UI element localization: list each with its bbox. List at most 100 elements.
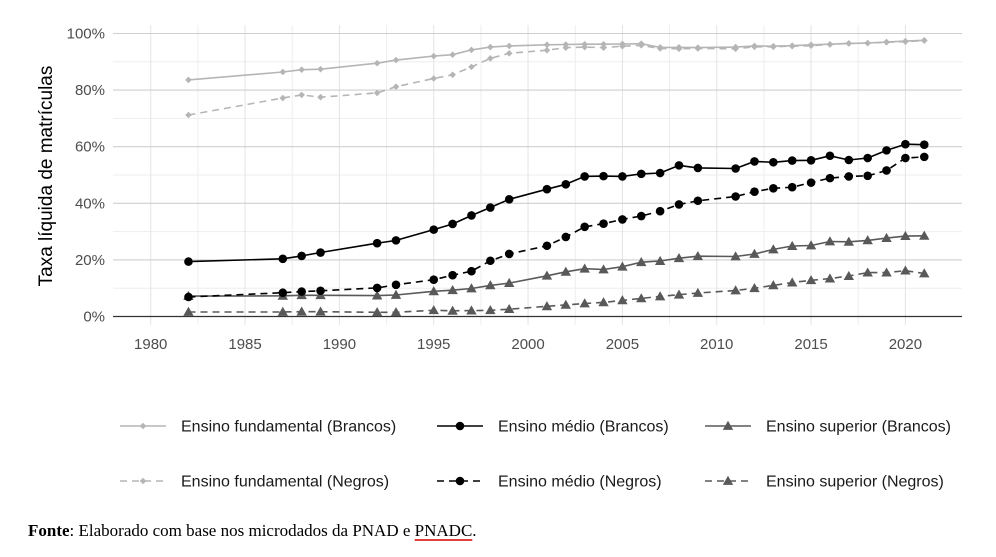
x-tick-label-2010: 2010: [700, 336, 733, 353]
data-point: [561, 232, 571, 242]
data-point: [919, 230, 930, 240]
series-line-3: [188, 39, 925, 116]
data-point: [504, 303, 515, 314]
data-point: [580, 172, 589, 181]
data-point: [429, 275, 439, 285]
data-point: [730, 251, 741, 261]
data-point: [391, 280, 401, 290]
data-point: [900, 265, 911, 275]
data-point: [185, 76, 192, 84]
data-point: [390, 307, 402, 317]
data-point: [599, 219, 608, 228]
data-point: [543, 41, 551, 49]
data-point: [466, 305, 477, 315]
data-point: [505, 50, 513, 57]
data-point: [279, 94, 287, 102]
data-point: [806, 155, 816, 165]
legend-label: Ensino médio (Brancos): [498, 419, 669, 436]
data-point: [919, 152, 929, 162]
data-point: [447, 305, 458, 315]
data-point: [883, 38, 890, 46]
legend-key-marker: [722, 420, 734, 430]
data-point: [468, 46, 475, 54]
data-point: [655, 206, 665, 216]
data-point: [428, 305, 439, 315]
data-point: [486, 256, 495, 266]
data-point: [845, 40, 853, 47]
legend-label: Ensino fundamental (Negros): [181, 474, 389, 491]
data-point: [297, 287, 306, 296]
y-tick-label-40: 40%: [75, 195, 105, 212]
data-point: [843, 236, 854, 246]
source-note: Fonte: Elaborado com base nos microdados…: [28, 521, 477, 541]
data-point: [731, 192, 740, 201]
data-point: [448, 270, 457, 280]
data-point: [881, 232, 892, 243]
data-point: [391, 236, 401, 245]
data-point: [731, 164, 740, 173]
data-point: [315, 306, 326, 316]
data-point: [656, 45, 664, 52]
data-point: [373, 89, 381, 97]
data-point: [673, 253, 685, 263]
data-point: [542, 184, 552, 194]
data-point: [184, 292, 193, 302]
data-point: [769, 184, 778, 193]
legend-label: Ensino médio (Negros): [498, 474, 662, 491]
data-point: [183, 306, 194, 316]
data-point: [750, 157, 759, 166]
data-point: [824, 236, 836, 246]
data-point: [372, 283, 382, 293]
data-point: [730, 285, 741, 295]
data-point: [636, 293, 647, 303]
legend-key-marker: [455, 421, 465, 431]
data-point: [693, 163, 703, 173]
data-point: [749, 283, 760, 293]
data-point: [805, 240, 817, 250]
data-point: [392, 56, 400, 64]
x-tick-label-1980: 1980: [134, 336, 167, 353]
data-point: [468, 63, 475, 71]
data-point: [825, 173, 835, 183]
x-tick-label-2020: 2020: [889, 336, 922, 353]
data-point: [674, 200, 684, 209]
x-tick-label-1990: 1990: [323, 336, 356, 353]
series-layer: [183, 36, 930, 317]
data-point: [447, 284, 458, 295]
data-point: [882, 166, 891, 175]
data-point: [617, 295, 628, 305]
legend-label: Ensino superior (Brancos): [766, 419, 951, 436]
legend-label: Ensino superior (Negros): [766, 474, 944, 491]
data-point: [787, 277, 798, 287]
data-point: [864, 39, 871, 47]
y-tick-label-20: 20%: [75, 252, 105, 269]
data-point: [485, 305, 496, 315]
x-axis-ticks: 1980 1985 1990 1995 2000 2005 2010 2015 2020: [134, 336, 922, 353]
data-point: [373, 59, 381, 67]
data-point: [467, 266, 476, 276]
data-point: [504, 195, 514, 204]
data-point: [788, 42, 796, 50]
legend: Ensino fundamental (Brancos) Ensino médio…: [120, 419, 951, 491]
data-point: [618, 172, 627, 181]
data-point: [429, 225, 439, 234]
x-tick-label-2000: 2000: [511, 336, 544, 353]
minor-gridlines: [113, 25, 962, 325]
legend-item-0: Ensino fundamental (Brancos): [120, 419, 396, 436]
data-point: [619, 42, 626, 50]
data-point: [768, 244, 779, 254]
data-point: [826, 41, 834, 48]
data-point: [770, 43, 777, 51]
data-point: [487, 43, 494, 51]
series-4: [184, 152, 929, 302]
data-point: [317, 65, 324, 73]
data-point: [618, 215, 627, 224]
series-5: [183, 265, 930, 317]
data-point: [298, 91, 305, 99]
y-axis-title: Taxa líquida de matrículas: [36, 66, 57, 287]
data-point: [882, 146, 891, 155]
data-point: [504, 277, 515, 288]
x-tick-label-1985: 1985: [228, 336, 261, 353]
data-point: [430, 52, 438, 60]
data-point: [485, 280, 496, 290]
